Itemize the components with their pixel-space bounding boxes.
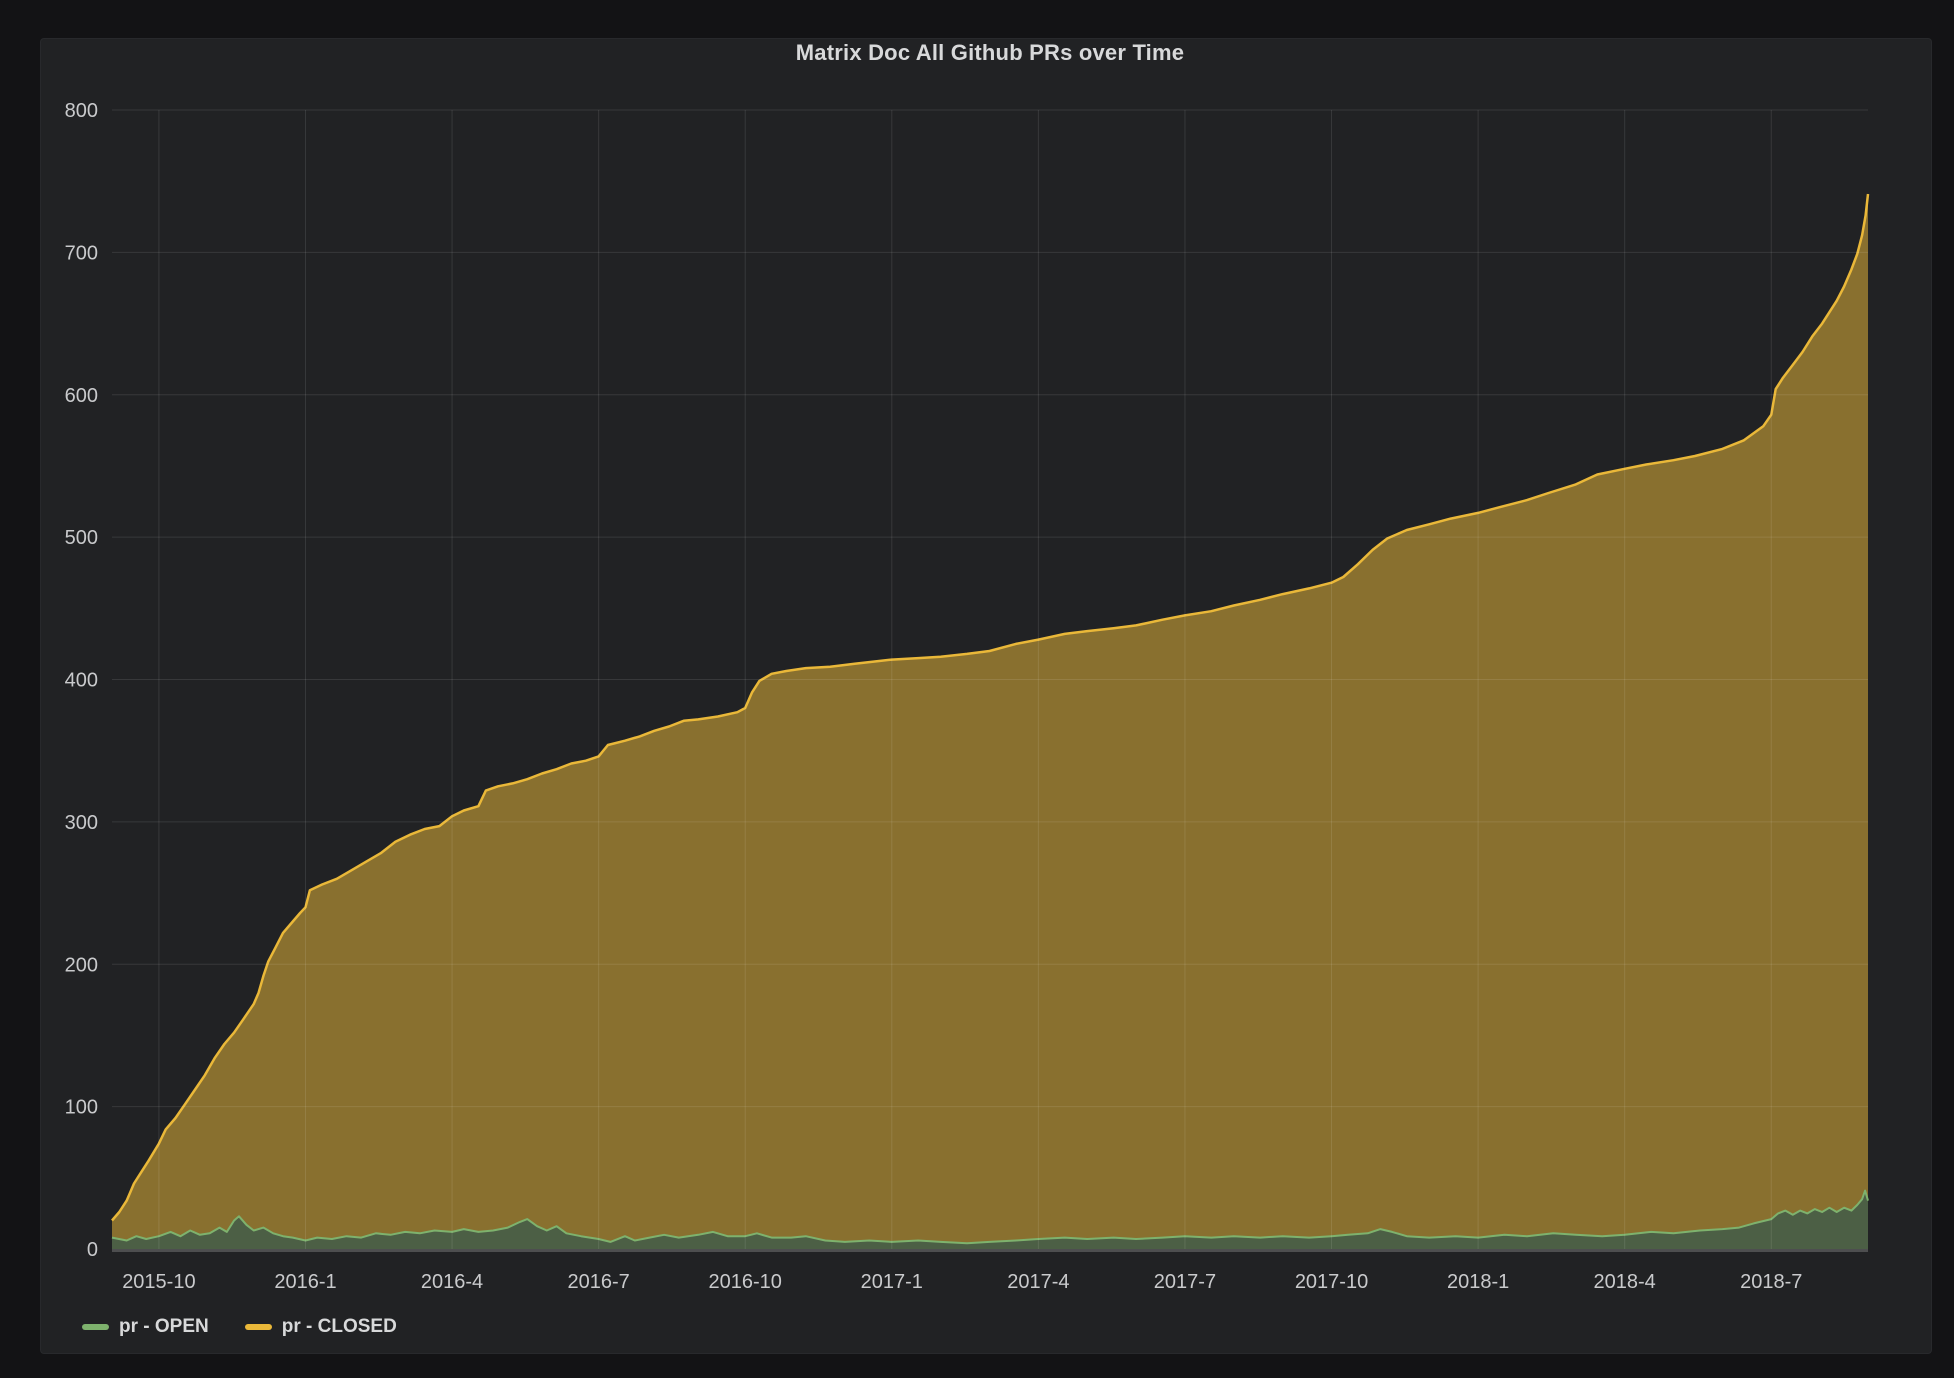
y-tick-label-0: 0 bbox=[87, 1239, 98, 1261]
x-tick-label-2016-4: 2016-4 bbox=[421, 1271, 483, 1293]
y-tick-label-200: 200 bbox=[65, 954, 98, 976]
panel-title[interactable]: Matrix Doc All Github PRs over Time bbox=[795, 40, 1185, 65]
x-tick-label-2018-7: 2018-7 bbox=[1740, 1271, 1802, 1293]
x-tick-label-2017-1: 2017-1 bbox=[861, 1271, 923, 1293]
x-tick-label-2015-10: 2015-10 bbox=[122, 1271, 195, 1293]
y-tick-label-700: 700 bbox=[65, 242, 98, 264]
pr-open-area bbox=[112, 1190, 1868, 1249]
pr-closed-swatch-icon bbox=[244, 1324, 272, 1330]
x-tick-label-2018-4: 2018-4 bbox=[1594, 1271, 1656, 1293]
y-tick-label-100: 100 bbox=[65, 1097, 98, 1119]
y-tick-label-300: 300 bbox=[65, 812, 98, 834]
y-tick-label-500: 500 bbox=[65, 527, 98, 549]
y-tick-label-600: 600 bbox=[65, 385, 98, 407]
x-tick-label-2017-10: 2017-10 bbox=[1295, 1271, 1368, 1293]
pr-open-line bbox=[111, 1189, 1869, 1245]
legend-item-pr-open[interactable]: pr - OPEN bbox=[82, 1316, 209, 1338]
pr-open-label: pr - OPEN bbox=[119, 1316, 209, 1337]
x-tick-label-2016-1: 2016-1 bbox=[274, 1271, 336, 1293]
y-tick-label-400: 400 bbox=[65, 670, 98, 692]
pr-open-swatch-icon bbox=[82, 1324, 109, 1330]
pr-closed-label: pr - CLOSED bbox=[281, 1316, 397, 1337]
pr-closed-line bbox=[111, 193, 1870, 1222]
y-tick-label-800: 800 bbox=[65, 100, 98, 122]
x-tick-label-2017-4: 2017-4 bbox=[1007, 1271, 1069, 1293]
x-tick-label-2018-1: 2018-1 bbox=[1447, 1271, 1509, 1293]
x-tick-label-2017-7: 2017-7 bbox=[1154, 1271, 1216, 1293]
x-tick-label-2016-7: 2016-7 bbox=[567, 1271, 629, 1293]
pr-closed-area bbox=[112, 194, 1868, 1249]
chart-legend: pr - OPEN pr - CLOSED bbox=[82, 1312, 397, 1342]
legend-item-pr-closed[interactable]: pr - CLOSED bbox=[244, 1316, 397, 1338]
x-tick-label-2016-10: 2016-10 bbox=[709, 1271, 782, 1293]
